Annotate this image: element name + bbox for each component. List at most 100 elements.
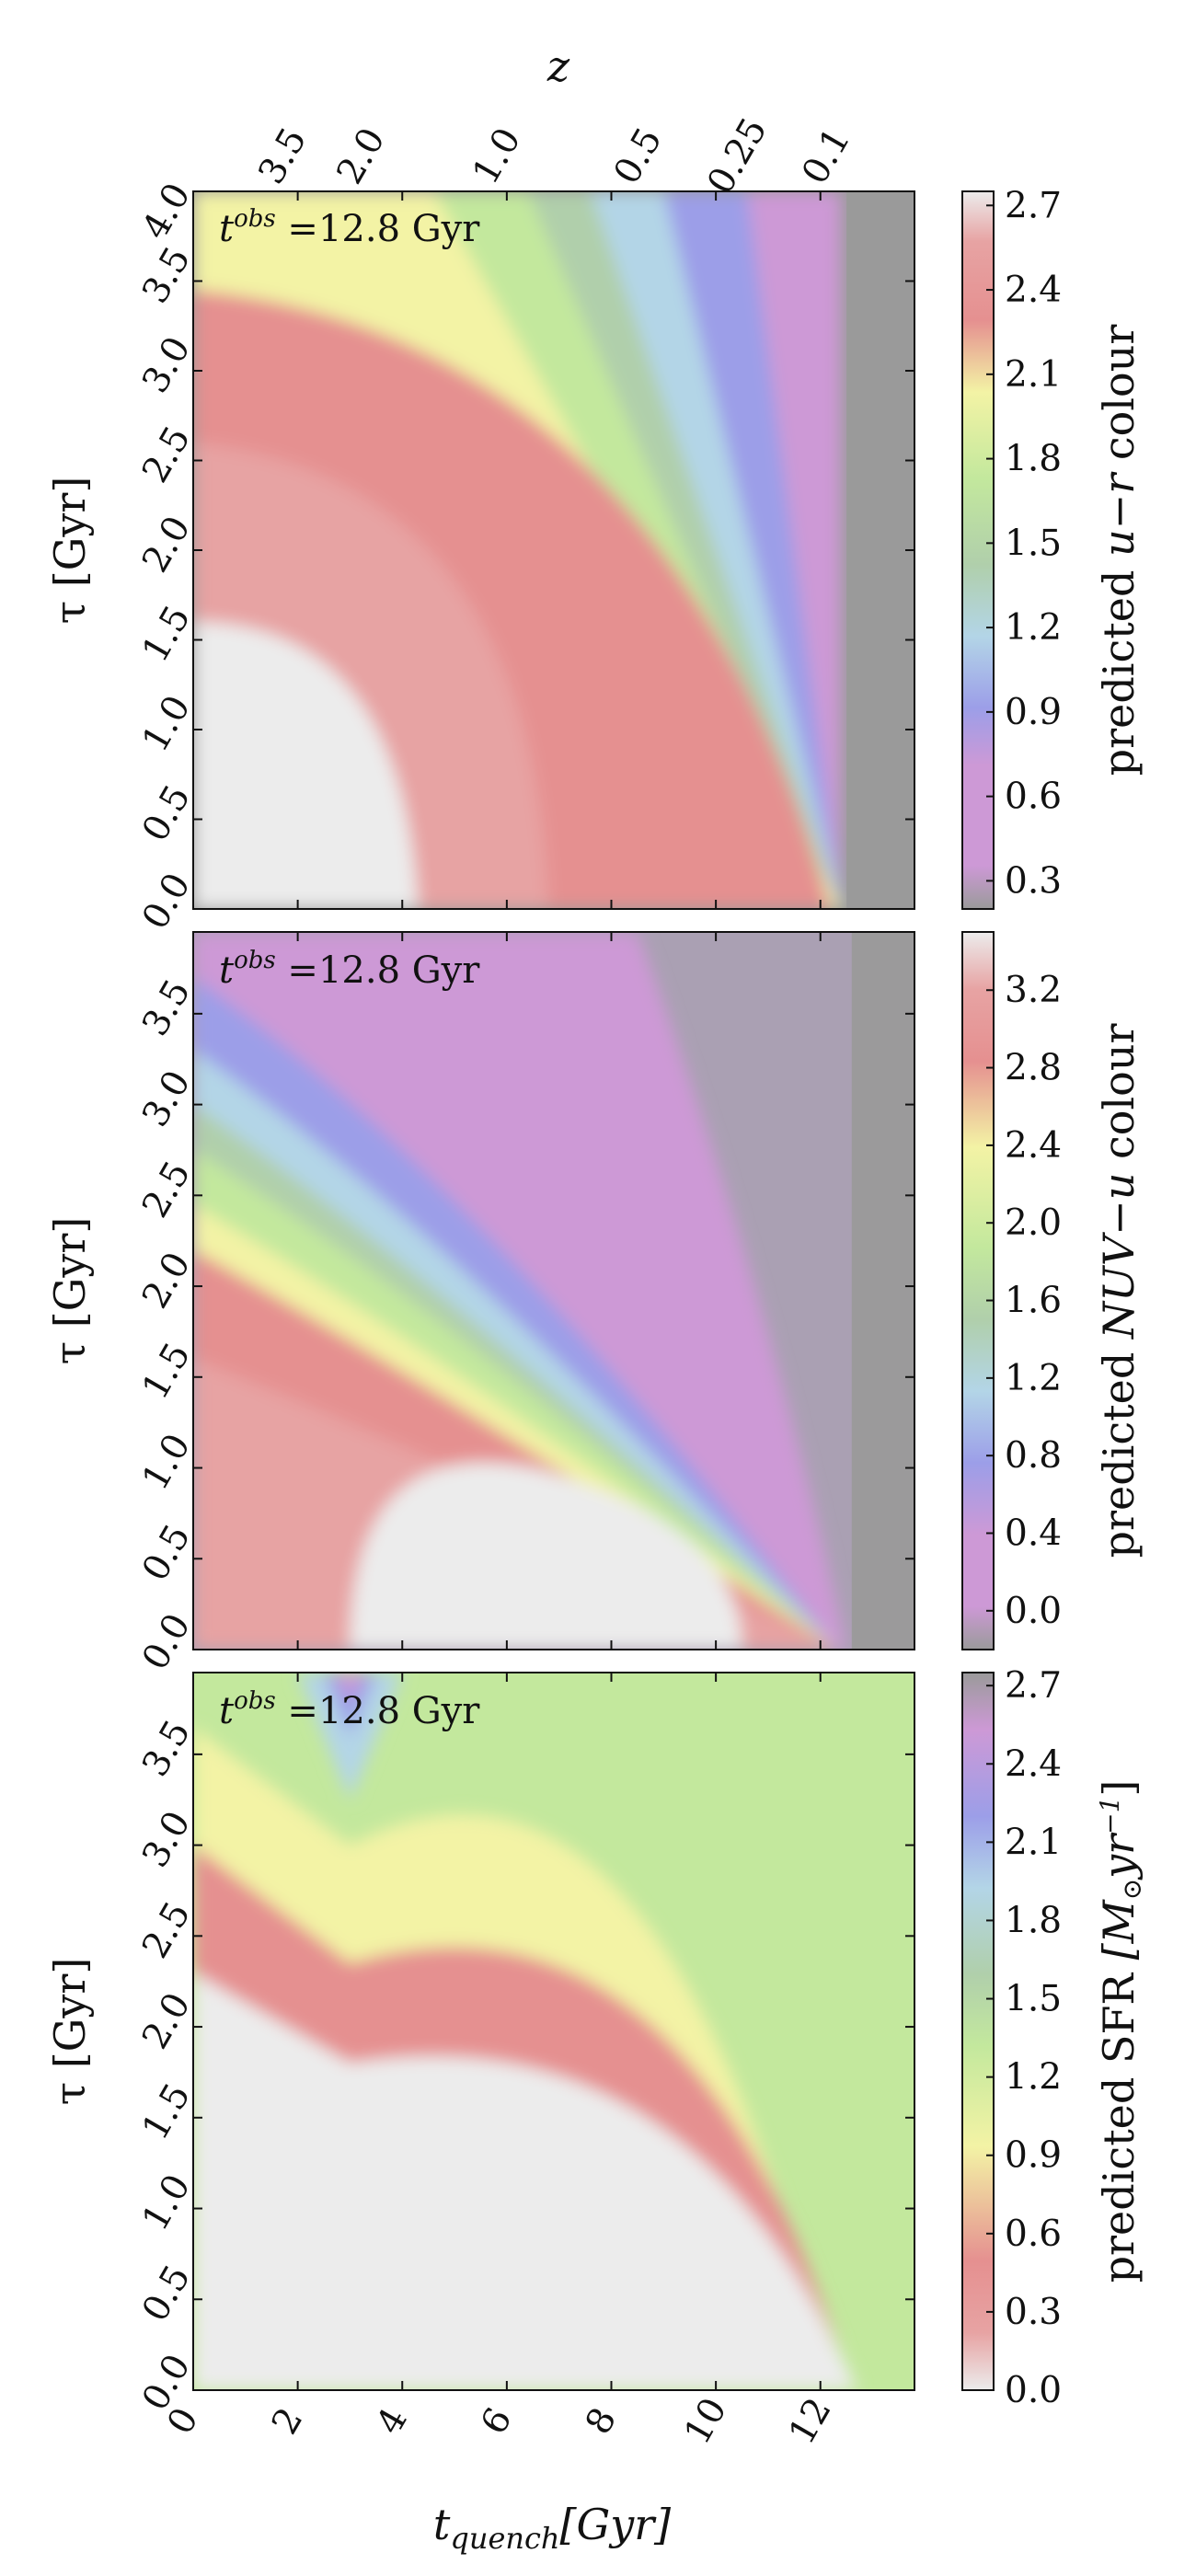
y-tick-label: 2.0	[134, 510, 199, 580]
colorbar-tick-label-2: 0.4	[1005, 1513, 1062, 1555]
colorbar-tick-label-3: 0.0	[1005, 2370, 1062, 2411]
colorbar-tick-label-1: 0.6	[1005, 776, 1062, 818]
y-tick-label: 0.0	[134, 1607, 199, 1677]
x-tick-label: 12	[781, 2391, 840, 2451]
x-tick-label: 4	[369, 2401, 416, 2442]
colorbar-tick-label-3: 2.1	[1005, 1822, 1062, 1863]
tobs-annotation-2: tobs =12.8 Gyr	[219, 947, 480, 992]
tobs-annotation-3: tobs =12.8 Gyr	[219, 1687, 480, 1732]
heatmap-band	[193, 622, 419, 909]
y-tick-label: 2.5	[134, 1895, 199, 1965]
colorbar-tick-label-1: 1.5	[1005, 523, 1062, 564]
xlabel: tquench[Gyr]	[433, 2500, 671, 2556]
heatmap-band	[324, 1673, 376, 1737]
colorbar-tick-label-1: 2.1	[1005, 354, 1062, 396]
y-tick-label: 1.5	[134, 1336, 199, 1406]
colorbar-tick-label-2: 2.4	[1005, 1125, 1062, 1167]
y-tick-label: 1.0	[134, 1427, 199, 1497]
top-tick-label: 3.5	[250, 121, 315, 191]
y-tick-label: 3.0	[134, 330, 199, 400]
plot-frame-3	[192, 1672, 915, 2391]
y-tick-label: 3.0	[134, 1064, 199, 1133]
colorbar-tick-label-3: 0.9	[1005, 2135, 1062, 2177]
colorbar-tick-label-3: 1.8	[1005, 1900, 1062, 1941]
y-tick-label: 0.5	[134, 2259, 199, 2329]
colorbar-tick-label-3: 2.4	[1005, 1743, 1062, 1785]
colorbar-tick-label-2: 0.0	[1005, 1591, 1062, 1632]
y-tick-label: 3.5	[134, 1714, 199, 1784]
plot-frame-2	[192, 931, 915, 1650]
colorbar-nuv-u: 0.0 0.4 0.8 1.2 1.6 2.0 2.4 2.8 3.2	[961, 931, 1062, 1650]
colorbar-gradient-1	[961, 190, 995, 910]
x-tick-label: 2	[264, 2401, 311, 2442]
y-tick-label: 3.0	[134, 1804, 199, 1874]
ylabel-2: τ [Gyr]	[45, 1217, 95, 1365]
colorbar-gradient-3	[961, 1672, 995, 2391]
colorbar-tick-label-2: 1.2	[1005, 1358, 1062, 1399]
top-axis-label-z: z	[546, 41, 570, 91]
colorbar-tick-label-3: 0.6	[1005, 2214, 1062, 2255]
colorbar-tick-label-2: 2.0	[1005, 1202, 1062, 1244]
top-tick-label: 0.5	[606, 121, 671, 191]
colorbar-tick-label-1: 2.7	[1005, 185, 1062, 226]
heatmap-band	[851, 932, 914, 1650]
colorbar-sfr: 0.0 0.3 0.6 0.9 1.2 1.5 1.8 2.1 2.4 2.7	[961, 1665, 1062, 2411]
heatmap-band	[846, 191, 914, 909]
colorbar-tick-label-3: 1.2	[1005, 2057, 1062, 2099]
y-tick-label: 2.5	[134, 1155, 199, 1225]
colorbar-label-2: predicted NUV−u colour	[1094, 1024, 1144, 1558]
y-tick-label: 0.5	[134, 778, 199, 848]
y-tick-label: 3.5	[134, 240, 199, 310]
colorbar-tick-label-2: 0.8	[1005, 1435, 1062, 1477]
y-tick-label: 4.0	[134, 177, 199, 247]
x-tick-label: 6	[473, 2401, 520, 2442]
x-tick-labels: 0 2 4 6 8 10 12	[159, 2391, 839, 2451]
y-tick-label: 0.0	[134, 867, 199, 937]
colorbar-tick-label-1: 2.4	[1005, 270, 1062, 311]
colorbar-label-1: predicted u−r colour	[1094, 325, 1144, 776]
panel-sfr: 0.00.51.01.52.02.53.03.5 tobs =12.8 Gyr …	[45, 1665, 1147, 2556]
x-tick-label: 10	[676, 2391, 735, 2451]
y-tick-label: 1.0	[134, 689, 199, 759]
heatmap-band	[334, 1673, 366, 1700]
colorbar-tick-label-2: 3.2	[1005, 970, 1062, 1011]
y-tick-label: 2.0	[134, 1986, 199, 2056]
x-tick-label: 8	[578, 2401, 625, 2442]
colorbar-tick-label-1: 0.3	[1005, 860, 1062, 902]
top-tick-labels: 3.5 2.0 1.0 0.5 0.25 0.1	[250, 111, 858, 201]
colorbar-tick-label-3: 0.3	[1005, 2292, 1062, 2333]
heatmap-sfr	[193, 1673, 914, 2390]
ylabel-1: τ [Gyr]	[45, 477, 95, 625]
tobs-annotation-1: tobs =12.8 Gyr	[219, 205, 480, 250]
heatmap-band	[193, 1972, 857, 2390]
top-tick-label: 0.25	[699, 111, 775, 201]
y-tick-label: 1.5	[134, 599, 199, 669]
colorbar-tick-label-3: 1.5	[1005, 1979, 1062, 2020]
y-tick-label: 0.5	[134, 1518, 199, 1588]
colorbar-tick-label-3: 2.7	[1005, 1665, 1062, 1707]
heatmap-nuv-u	[193, 932, 914, 1650]
top-tick-label: 2.0	[329, 121, 394, 191]
y-tick-label: 2.0	[134, 1246, 199, 1316]
colorbar-label-3: predicted SFR [M⊙yr−1]	[1094, 1780, 1147, 2283]
y-tick-label: 3.5	[134, 973, 199, 1043]
colorbar-tick-label-1: 0.9	[1005, 692, 1062, 733]
y-tick-label: 1.0	[134, 2168, 199, 2237]
top-tick-label: 0.1	[794, 121, 858, 191]
panel-u-r-colour: 0.00.51.01.52.02.53.03.54.0 tobs =12.8 G…	[45, 41, 1144, 937]
colorbar-tick-label-1: 1.2	[1005, 607, 1062, 649]
ylabel-3: τ [Gyr]	[45, 1958, 95, 2106]
heatmap-u-r	[193, 191, 914, 909]
colorbar-tick-label-1: 1.8	[1005, 439, 1062, 480]
heatmap-band	[350, 1462, 742, 1650]
x-tick-label: 0	[159, 2401, 206, 2442]
top-tick-label: 1.0	[465, 121, 529, 191]
heatmap-band	[297, 1673, 403, 1800]
colorbar-gradient-2	[961, 931, 995, 1650]
colorbar-tick-label-2: 2.8	[1005, 1048, 1062, 1089]
y-tick-label: 1.5	[134, 2076, 199, 2146]
panel-nuv-u-colour: 0.00.51.01.52.02.53.03.5 tobs =12.8 Gyr …	[45, 931, 1144, 1677]
y-tick-label: 2.5	[134, 420, 199, 489]
colorbar-tick-label-2: 1.6	[1005, 1281, 1062, 1322]
